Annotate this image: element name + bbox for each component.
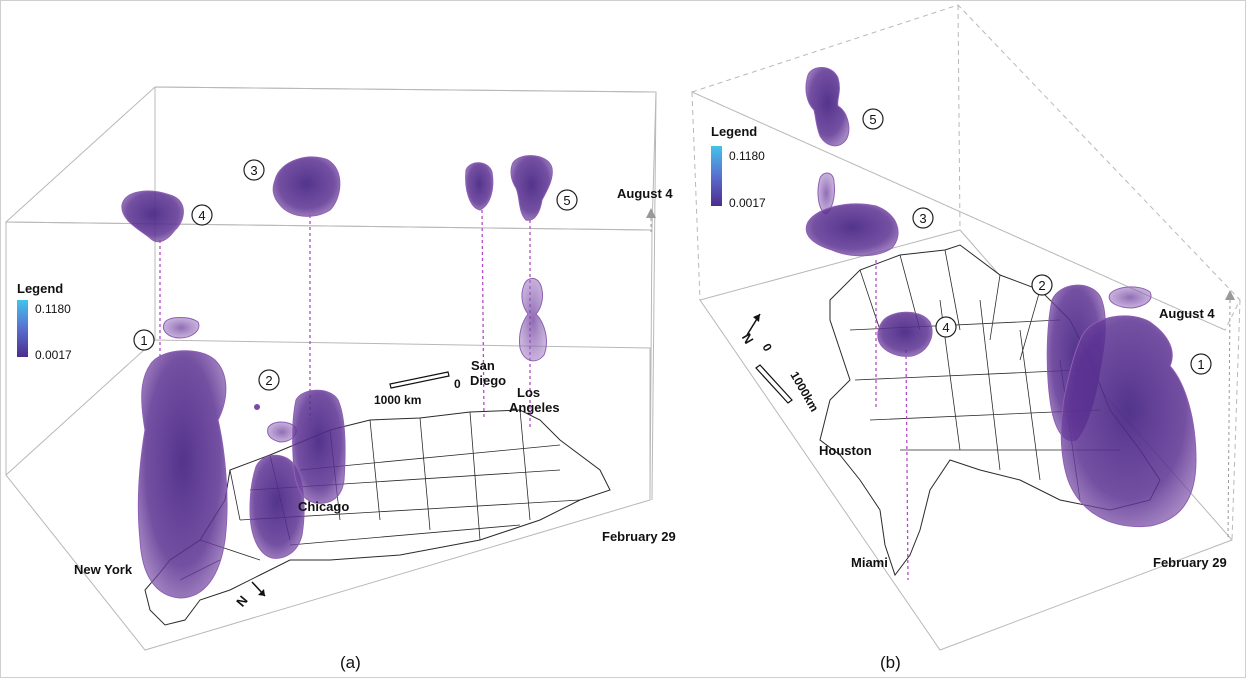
panel-b-legend: Legend 0.1180 0.0017 xyxy=(711,124,766,210)
marker-a-4 xyxy=(191,204,213,226)
cluster-b-3 xyxy=(805,203,899,257)
cluster-b-2-top xyxy=(1108,286,1152,309)
svg-text:1000km: 1000km xyxy=(787,369,821,414)
city-miami: Miami xyxy=(851,555,888,570)
panel-b-clusters xyxy=(805,67,1197,528)
cluster-a-2-dot xyxy=(254,404,260,410)
cluster-a-2b xyxy=(292,389,346,504)
svg-text:4: 4 xyxy=(942,320,949,335)
date-top-a: August 4 xyxy=(617,186,673,201)
svg-text:0: 0 xyxy=(759,341,775,354)
cluster-a-4 xyxy=(121,190,184,243)
date-bottom-b: February 29 xyxy=(1153,555,1227,570)
panel-b-cluster-markers: 5 3 4 2 1 xyxy=(862,108,1212,375)
city-san-diego-line2: Diego xyxy=(470,373,506,388)
panel-a-cube xyxy=(4,86,657,651)
marker-b-1 xyxy=(1190,353,1212,375)
cluster-b-1 xyxy=(1060,315,1197,528)
legend-a-title: Legend xyxy=(17,281,63,296)
time-axis-b xyxy=(1227,299,1231,541)
city-new-york: New York xyxy=(74,562,133,577)
svg-text:3: 3 xyxy=(250,163,257,178)
svg-text:0: 0 xyxy=(454,377,461,391)
svg-text:5: 5 xyxy=(869,112,876,127)
legend-a-max: 0.1180 xyxy=(35,302,71,316)
panel-b-droplines xyxy=(875,260,909,581)
cluster-b-4 xyxy=(877,311,933,357)
marker-a-1 xyxy=(133,329,155,351)
legend-a-min: 0.0017 xyxy=(35,348,72,362)
city-los-angeles-line2: Angeles xyxy=(509,400,560,415)
svg-text:4: 4 xyxy=(198,208,205,223)
cluster-a-2a xyxy=(249,454,305,559)
panel-b-scale-bar: 0 1000km xyxy=(755,341,822,414)
svg-text:N: N xyxy=(233,593,251,610)
legend-b-max: 0.1180 xyxy=(729,149,765,163)
svg-text:2: 2 xyxy=(1038,278,1045,293)
panel-a-cluster-markers: 4 3 5 1 2 xyxy=(133,159,578,391)
cluster-b-5 xyxy=(805,67,850,147)
legend-b-title: Legend xyxy=(711,124,757,139)
svg-text:N: N xyxy=(739,331,757,347)
panel-b: 5 3 4 2 1 Legend 0.1180 0.0017 N 0 1000k… xyxy=(690,4,1241,672)
legend-a-colorbar xyxy=(17,300,28,357)
panel-b-north-arrow: N xyxy=(739,313,761,347)
panel-a-scale-bar: 0 1000 km xyxy=(374,371,461,407)
svg-text:1000 km: 1000 km xyxy=(374,393,421,407)
city-los-angeles-line1: Los xyxy=(517,385,540,400)
city-san-diego-line1: San xyxy=(471,358,495,373)
date-top-b: August 4 xyxy=(1159,306,1215,321)
caption-b: (b) xyxy=(880,653,901,672)
svg-text:1: 1 xyxy=(1197,357,1204,372)
city-chicago: Chicago xyxy=(298,499,349,514)
marker-a-2 xyxy=(258,369,280,391)
svg-text:5: 5 xyxy=(563,193,570,208)
date-bottom-a: February 29 xyxy=(602,529,676,544)
svg-text:3: 3 xyxy=(919,211,926,226)
time-axis-arrow-a xyxy=(646,208,656,218)
marker-a-3 xyxy=(243,159,265,181)
cluster-a-3 xyxy=(272,156,341,217)
panel-a-clusters xyxy=(121,155,553,599)
svg-text:1: 1 xyxy=(140,333,147,348)
cluster-a-5a xyxy=(465,162,494,211)
cluster-a-2-top xyxy=(267,421,297,443)
cluster-a-5b xyxy=(510,155,553,221)
legend-b-min: 0.0017 xyxy=(729,196,766,210)
cluster-a-5c xyxy=(519,277,547,362)
caption-a: (a) xyxy=(340,653,361,672)
cluster-b-3-top xyxy=(817,172,835,215)
marker-b-2 xyxy=(1031,274,1053,296)
svg-text:2: 2 xyxy=(265,373,272,388)
cluster-a-1-top xyxy=(163,317,200,339)
cluster-a-1 xyxy=(137,350,228,599)
marker-a-5 xyxy=(556,189,578,211)
panel-a-legend: Legend 0.1180 0.0017 xyxy=(17,281,72,362)
panel-a: 4 3 5 1 2 Legend 0.1180 0.0017 0 1000 km xyxy=(4,86,676,672)
marker-b-3 xyxy=(912,207,934,229)
city-houston: Houston xyxy=(819,443,872,458)
legend-b-colorbar xyxy=(711,146,722,206)
time-axis-arrow-b xyxy=(1225,290,1235,300)
marker-b-5 xyxy=(862,108,884,130)
marker-b-4 xyxy=(935,316,957,338)
